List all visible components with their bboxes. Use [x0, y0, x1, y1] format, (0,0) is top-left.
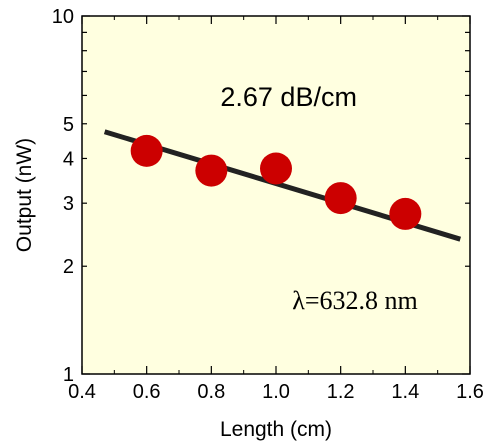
plot-area	[81, 15, 471, 375]
x-tick-label: 1.4	[391, 381, 419, 403]
y-tick-label: 10	[52, 6, 74, 28]
y-tick-label: 5	[63, 114, 74, 136]
y-tick-label: 3	[63, 193, 74, 215]
x-tick-label: 0.6	[133, 381, 161, 403]
x-axis-title: Length (cm)	[220, 418, 332, 441]
y-tick-label: 4	[63, 148, 74, 170]
tick-labels: 0.4 0.6 0.8 1.0 1.2 1.4 1.6 1 2 3 4 5 10	[52, 6, 484, 403]
data-points	[130, 134, 422, 230]
x-tick-label: 1.2	[327, 381, 355, 403]
x-tick-label: 1.0	[262, 381, 290, 403]
data-point	[195, 154, 228, 187]
x-tick-label: 0.4	[68, 381, 96, 403]
data-point	[389, 197, 422, 230]
data-point	[324, 182, 357, 215]
wavelength-annotation: λ=632.8 nm	[292, 286, 418, 315]
x-tick-label: 0.8	[197, 381, 225, 403]
axis-ticks	[81, 15, 471, 375]
y-tick-label: 1	[63, 364, 74, 386]
slope-annotation: 2.67 dB/cm	[220, 82, 357, 112]
y-tick-label: 2	[63, 256, 74, 278]
data-point	[130, 134, 163, 167]
data-point	[260, 152, 292, 185]
x-tick-label: 1.6	[456, 381, 484, 403]
y-axis-title: Output (nW)	[13, 138, 36, 252]
